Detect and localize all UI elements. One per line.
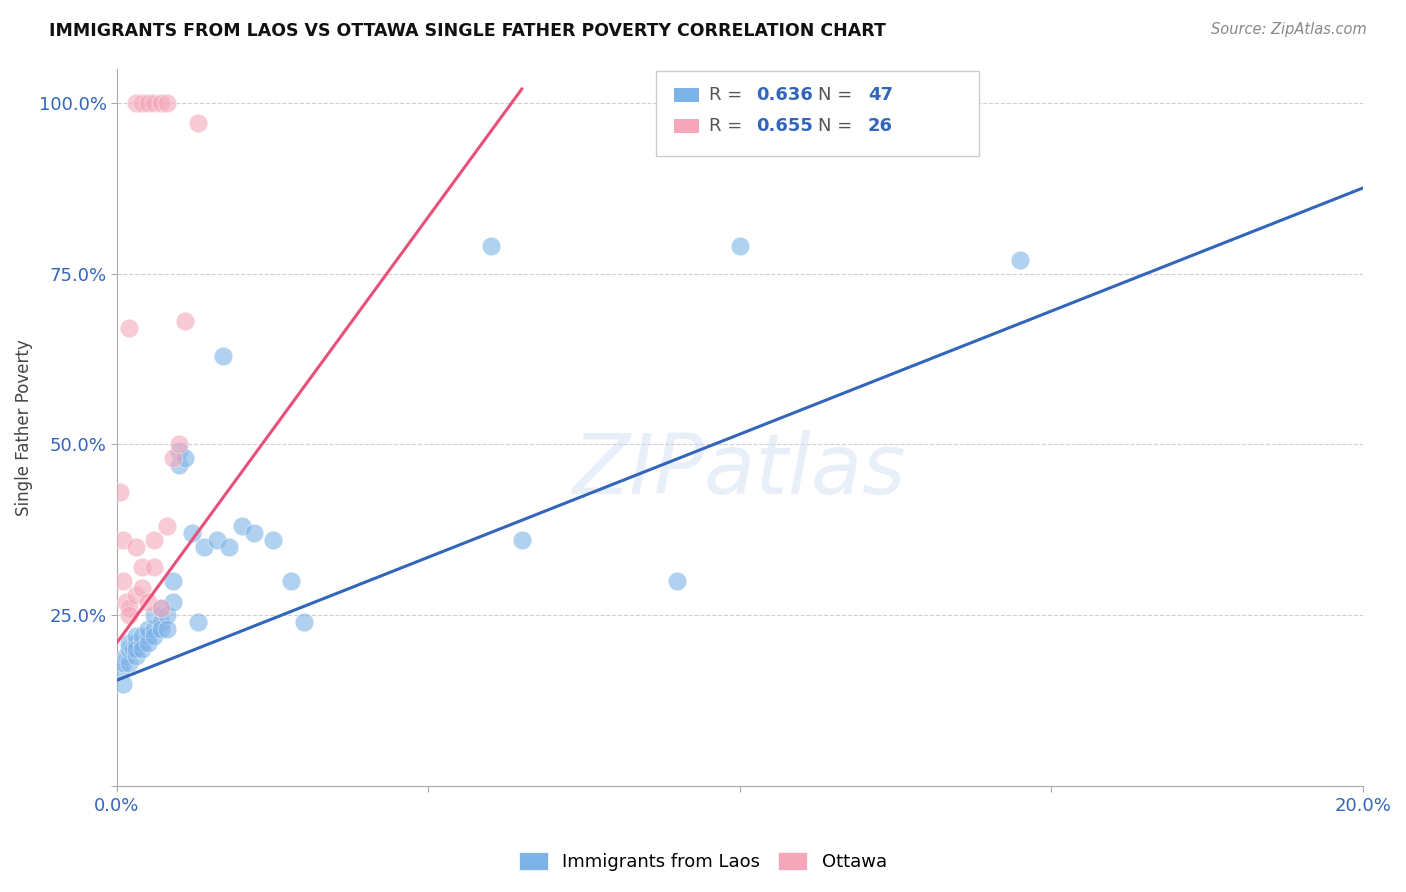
Point <box>118 601 141 615</box>
Point <box>149 95 172 110</box>
Point <box>218 540 240 554</box>
Point <box>115 649 138 664</box>
Point <box>205 533 228 547</box>
Point <box>156 519 179 533</box>
Text: N =: N = <box>818 117 858 135</box>
Point <box>262 533 284 547</box>
Point <box>167 437 190 451</box>
Point <box>112 656 135 670</box>
Point <box>156 95 179 110</box>
Point <box>131 629 153 643</box>
Text: ZIPatlas: ZIPatlas <box>574 430 907 511</box>
Y-axis label: Single Father Poverty: Single Father Poverty <box>15 339 32 516</box>
Point <box>243 526 266 541</box>
Point <box>143 560 166 574</box>
Point <box>1008 252 1031 267</box>
Point <box>174 451 197 466</box>
Point <box>124 588 146 602</box>
Point <box>112 574 135 588</box>
Point <box>131 635 153 649</box>
Point <box>143 622 166 636</box>
Point <box>728 239 751 253</box>
Point <box>124 649 146 664</box>
Point <box>136 594 159 608</box>
Point <box>187 116 209 130</box>
Text: N =: N = <box>818 86 858 104</box>
Text: 0.636: 0.636 <box>756 86 813 104</box>
Point <box>112 676 135 690</box>
Point <box>193 540 215 554</box>
Point <box>143 608 166 623</box>
Point <box>115 594 138 608</box>
Point <box>118 656 141 670</box>
Point <box>118 642 141 657</box>
FancyBboxPatch shape <box>673 119 699 133</box>
Point <box>121 642 143 657</box>
Point <box>187 615 209 629</box>
Text: 0.655: 0.655 <box>756 117 813 135</box>
Point <box>162 594 184 608</box>
Point <box>136 95 159 110</box>
Point <box>666 574 689 588</box>
Point <box>124 635 146 649</box>
Point <box>124 540 146 554</box>
Text: R =: R = <box>709 86 748 104</box>
Text: R =: R = <box>709 117 748 135</box>
Point <box>136 622 159 636</box>
Point <box>156 622 179 636</box>
Point <box>124 95 146 110</box>
Point <box>118 608 141 623</box>
Point <box>162 451 184 466</box>
Text: 26: 26 <box>868 117 893 135</box>
Point <box>143 95 166 110</box>
Point <box>479 239 502 253</box>
Point <box>149 615 172 629</box>
Point <box>211 349 233 363</box>
Point <box>143 533 166 547</box>
Point <box>292 615 315 629</box>
Text: 47: 47 <box>868 86 893 104</box>
Point <box>118 635 141 649</box>
Point <box>231 519 253 533</box>
Point <box>180 526 202 541</box>
Point <box>149 601 172 615</box>
Point <box>174 314 197 328</box>
Point <box>149 601 172 615</box>
Point <box>124 642 146 657</box>
Point <box>162 574 184 588</box>
Point <box>167 458 190 472</box>
FancyBboxPatch shape <box>657 70 979 156</box>
Point <box>131 560 153 574</box>
Point <box>108 485 131 500</box>
Point <box>156 608 179 623</box>
FancyBboxPatch shape <box>673 88 699 103</box>
Text: IMMIGRANTS FROM LAOS VS OTTAWA SINGLE FATHER POVERTY CORRELATION CHART: IMMIGRANTS FROM LAOS VS OTTAWA SINGLE FA… <box>49 22 886 40</box>
Point <box>112 533 135 547</box>
Legend: Immigrants from Laos, Ottawa: Immigrants from Laos, Ottawa <box>512 846 894 879</box>
Point <box>136 629 159 643</box>
Point <box>167 444 190 458</box>
Point <box>149 622 172 636</box>
Point <box>131 95 153 110</box>
Point <box>280 574 302 588</box>
Point <box>131 581 153 595</box>
Point <box>143 629 166 643</box>
Point <box>510 533 533 547</box>
Point <box>136 635 159 649</box>
Point <box>118 321 141 335</box>
Point <box>131 642 153 657</box>
Text: Source: ZipAtlas.com: Source: ZipAtlas.com <box>1211 22 1367 37</box>
Point <box>124 629 146 643</box>
Point <box>108 663 131 677</box>
